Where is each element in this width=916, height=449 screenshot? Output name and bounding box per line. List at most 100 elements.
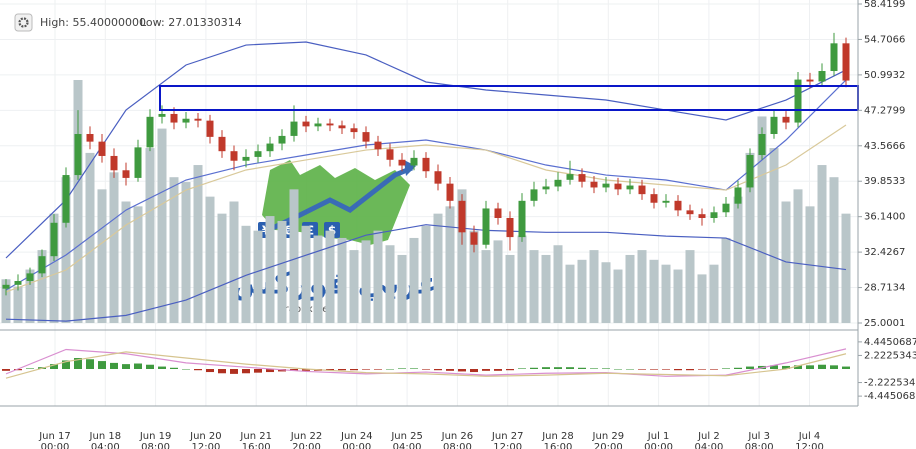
macd-bar — [554, 367, 562, 369]
macd-bar — [518, 368, 526, 369]
macd-panel: 4.44506875 2.22253437 -2.22253437 -4.445068… — [2, 337, 916, 402]
candle-body — [818, 71, 826, 82]
x-tick-label: Jul 4 — [798, 431, 821, 442]
volume-bar — [589, 250, 599, 323]
volume-bar — [601, 262, 611, 323]
x-tick-label: Jun 28 — [541, 431, 574, 442]
candle-body — [542, 186, 550, 190]
candle-body — [626, 185, 634, 190]
brand-symbol: € — [283, 224, 292, 238]
candle-body — [86, 134, 94, 142]
candles — [2, 32, 850, 296]
volume-bar — [433, 213, 443, 323]
volume-bar — [409, 237, 419, 323]
candle-body — [746, 155, 754, 188]
y-tick-label: 50.9932 — [864, 70, 905, 81]
y-tick-label: 43.5666 — [864, 141, 905, 152]
low-label: Low: 27.01330314 — [140, 16, 242, 29]
macd-bar — [542, 367, 550, 369]
candle-body — [782, 116, 790, 123]
candle-body — [770, 116, 778, 135]
candle-body — [470, 232, 478, 245]
candle-body — [566, 174, 574, 180]
x-tick-label: 12:00 — [493, 442, 522, 449]
settings-icon[interactable] — [18, 17, 29, 28]
candle-body — [14, 281, 22, 285]
x-tick-label: 04:00 — [393, 442, 422, 449]
macd-bar — [746, 366, 754, 369]
macd-bar — [794, 365, 802, 369]
candle-body — [266, 143, 274, 152]
candle-body — [110, 155, 118, 171]
macd-bar — [230, 369, 238, 374]
macd-bar — [86, 359, 94, 369]
x-tick-label: Jul 1 — [647, 431, 670, 442]
candle-body — [578, 174, 586, 182]
macd-bar — [350, 369, 358, 371]
candle-body — [518, 200, 526, 238]
x-tick-label: 16:00 — [242, 442, 271, 449]
volume-bar — [361, 240, 371, 323]
y-tick-label: 25.0001 — [864, 318, 905, 329]
volume — [1, 80, 851, 323]
y-tick-label: 54.7066 — [864, 34, 905, 45]
macd-bar — [434, 369, 442, 371]
volume-bar — [577, 259, 587, 323]
candle-body — [122, 170, 130, 178]
x-tick-label: 04:00 — [694, 442, 723, 449]
candle-body — [374, 141, 382, 150]
macd-bar — [302, 369, 310, 371]
volume-bar — [325, 230, 335, 323]
settings-button[interactable] — [14, 13, 33, 32]
x-tick-label: Jun 20 — [189, 431, 222, 442]
candle-body — [194, 118, 202, 121]
macd-bar — [566, 367, 574, 369]
x-tick-label: 20:00 — [292, 442, 321, 449]
macd-bar — [506, 369, 514, 371]
volume-bar — [709, 264, 719, 323]
volume-bar — [457, 189, 467, 323]
volume-bar — [349, 250, 359, 323]
candle-body — [38, 256, 46, 274]
volume-bar — [721, 237, 731, 323]
brand-symbol: $ — [328, 224, 336, 238]
macd-bar — [722, 368, 730, 369]
macd-bar — [782, 365, 790, 369]
candle-body — [446, 183, 454, 201]
volume-bar — [193, 165, 203, 323]
x-tick-label: Jul 2 — [697, 431, 720, 442]
candle-body — [434, 171, 442, 184]
candle-body — [206, 120, 214, 137]
macd-bar — [638, 369, 646, 370]
candle-body — [722, 203, 730, 213]
volume-bar — [841, 213, 851, 323]
candle-body — [182, 118, 190, 123]
macd-bar — [818, 364, 826, 369]
volume-bar — [673, 269, 683, 323]
x-tick-label: Jun 29 — [592, 431, 625, 442]
x-tick-label: 12:00 — [795, 442, 824, 449]
macd-tick-label: 4.44506875 — [864, 337, 916, 348]
volume-bar — [565, 264, 575, 323]
candle-body — [338, 125, 346, 129]
volume-bar — [697, 274, 707, 323]
overlay-line — [5, 79, 847, 291]
volume-bar — [553, 245, 563, 323]
candle-body — [278, 135, 286, 144]
volume-bar — [337, 237, 347, 323]
macd-bar — [398, 368, 406, 369]
macd-bar — [842, 366, 850, 369]
volume-bar — [49, 213, 59, 323]
macd-bar — [674, 369, 682, 371]
volume-bar — [145, 148, 155, 323]
macd-bar — [410, 368, 418, 369]
volume-bar — [253, 230, 263, 323]
macd-bar — [830, 365, 838, 369]
macd-bar — [74, 358, 82, 369]
macd-bar — [770, 365, 778, 369]
candle-body — [686, 210, 694, 215]
candle-body — [362, 132, 370, 142]
candle-body — [50, 222, 58, 257]
x-tick-label: 08:00 — [141, 442, 170, 449]
x-tick-label: 08:00 — [443, 442, 472, 449]
